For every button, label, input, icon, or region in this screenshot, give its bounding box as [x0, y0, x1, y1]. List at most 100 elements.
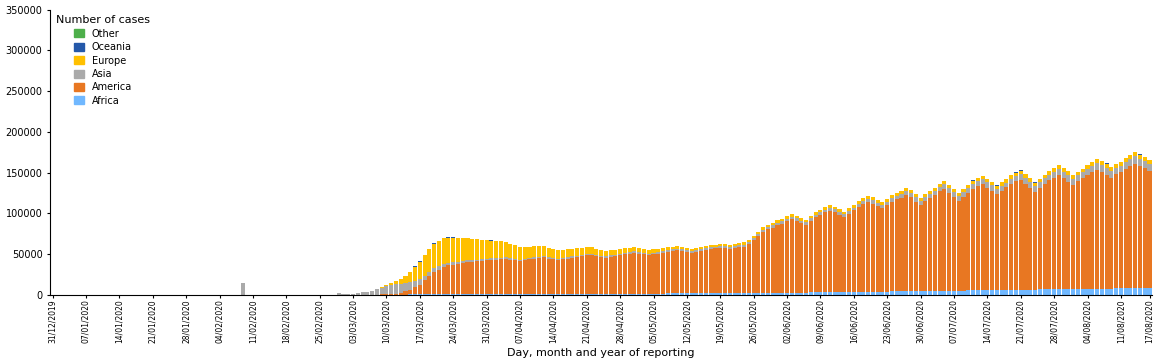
Bar [1147, 160, 1152, 164]
Bar [790, 217, 793, 219]
Bar [948, 291, 951, 295]
Bar [494, 294, 498, 295]
Bar [1071, 179, 1075, 185]
Bar [375, 289, 379, 294]
Bar [537, 257, 541, 258]
Bar [785, 219, 789, 221]
Bar [709, 248, 712, 249]
Bar [508, 260, 513, 294]
Bar [680, 247, 684, 249]
Bar [404, 283, 407, 291]
Bar [899, 194, 904, 198]
Bar [470, 260, 474, 262]
Bar [766, 229, 770, 293]
Bar [513, 259, 517, 260]
Bar [632, 247, 637, 251]
Bar [690, 251, 694, 253]
Bar [819, 210, 822, 212]
Bar [876, 203, 879, 206]
Bar [379, 287, 384, 288]
Bar [995, 186, 999, 189]
Bar [589, 255, 594, 294]
Bar [995, 290, 999, 295]
Bar [365, 292, 369, 295]
Bar [890, 198, 894, 202]
Bar [718, 246, 723, 248]
Bar [727, 249, 732, 293]
Bar [666, 247, 669, 250]
Bar [962, 197, 965, 290]
Bar [761, 228, 766, 230]
Bar [1071, 185, 1075, 289]
Bar [980, 184, 985, 290]
Bar [1143, 161, 1147, 168]
Bar [542, 257, 546, 294]
Bar [1104, 164, 1109, 167]
Bar [604, 258, 608, 294]
Bar [661, 251, 665, 253]
Bar [427, 272, 432, 276]
Bar [437, 270, 441, 294]
Bar [1052, 168, 1056, 172]
Bar [657, 249, 660, 252]
Bar [632, 253, 637, 293]
Bar [833, 212, 836, 292]
Bar [923, 201, 927, 291]
Bar [795, 293, 798, 295]
Bar [652, 254, 655, 293]
Bar [962, 192, 965, 197]
Bar [1005, 187, 1008, 290]
Bar [528, 294, 531, 295]
Bar [885, 199, 890, 202]
Bar [537, 246, 541, 257]
Bar [1066, 171, 1071, 175]
Bar [690, 253, 694, 293]
Bar [675, 249, 680, 250]
Bar [842, 214, 847, 217]
Bar [599, 257, 603, 294]
Bar [723, 248, 727, 293]
Bar [675, 250, 680, 293]
Bar [948, 188, 951, 193]
Bar [1000, 191, 1003, 290]
Bar [909, 193, 913, 198]
Bar [1076, 289, 1080, 295]
Bar [561, 294, 565, 295]
Bar [418, 279, 422, 285]
Bar [966, 193, 970, 290]
Bar [361, 292, 364, 295]
Bar [966, 290, 970, 295]
Bar [1043, 289, 1046, 295]
Bar [795, 216, 798, 218]
Bar [991, 191, 994, 290]
Bar [418, 285, 422, 294]
Bar [790, 219, 793, 293]
Bar [666, 250, 669, 252]
Bar [470, 239, 474, 260]
Bar [838, 292, 841, 295]
Bar [690, 293, 694, 295]
X-axis label: Day, month and year of reporting: Day, month and year of reporting [507, 348, 695, 359]
Bar [490, 241, 493, 258]
Bar [1100, 172, 1104, 289]
Bar [1143, 288, 1147, 295]
Bar [795, 221, 798, 293]
Bar [1114, 288, 1118, 295]
Bar [813, 212, 818, 215]
Bar [513, 294, 517, 295]
Bar [976, 181, 980, 186]
Bar [851, 207, 856, 210]
Bar [813, 292, 818, 295]
Bar [661, 253, 665, 293]
Bar [914, 202, 918, 291]
Bar [733, 248, 737, 293]
Bar [1043, 178, 1046, 183]
Bar [991, 290, 994, 295]
Bar [641, 254, 646, 293]
Bar [880, 292, 884, 295]
Bar [1086, 289, 1089, 295]
Bar [838, 215, 841, 292]
Bar [690, 249, 694, 251]
Bar [632, 251, 637, 253]
Bar [1018, 171, 1023, 174]
